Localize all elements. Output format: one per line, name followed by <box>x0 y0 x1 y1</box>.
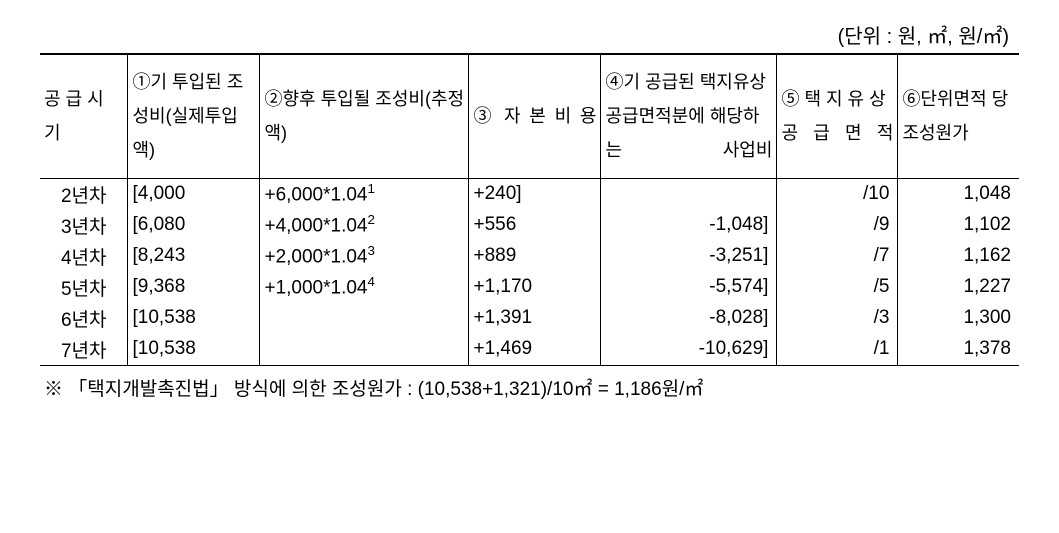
cell-area: /7 <box>777 241 898 272</box>
header-capital-cost: ③ 자 본 비 용 <box>469 54 601 178</box>
header-unit-cost: ⑥단위면적 당 조성원가 <box>898 54 1019 178</box>
cell-area: /3 <box>777 303 898 334</box>
cell-unit-cost: 1,048 <box>898 178 1019 210</box>
cell-unit-cost: 1,227 <box>898 272 1019 303</box>
table-row: 3년차[6,080+4,000*1.042+556-1,048]/91,102 <box>40 210 1019 241</box>
cell-future: +6,000*1.041 <box>260 178 469 210</box>
cell-area: /1 <box>777 334 898 366</box>
cell-capital: +240] <box>469 178 601 210</box>
cell-future: +2,000*1.043 <box>260 241 469 272</box>
cell-future <box>260 334 469 366</box>
table-row: 2년차[4,000+6,000*1.041+240] /101,048 <box>40 178 1019 210</box>
cell-supplied: -10,629] <box>601 334 777 366</box>
cell-year: 6년차 <box>40 303 128 334</box>
cell-supplied: -5,574] <box>601 272 777 303</box>
cell-capital: +889 <box>469 241 601 272</box>
cell-invested: [6,080 <box>128 210 260 241</box>
cell-capital: +556 <box>469 210 601 241</box>
header-supplied-cost: ④기 공급된 택지유상공급면적분에 해당하는 사업비 <box>601 54 777 178</box>
cell-invested: [8,243 <box>128 241 260 272</box>
cell-area: /10 <box>777 178 898 210</box>
cell-unit-cost: 1,162 <box>898 241 1019 272</box>
header-supply-period: 공 급 시 기 <box>40 54 128 178</box>
unit-label: (단위 : 원, ㎡, 원/㎡) <box>40 20 1019 49</box>
cell-supplied <box>601 178 777 210</box>
table-row: 7년차[10,538 +1,469-10,629]/11,378 <box>40 334 1019 366</box>
table-body: 2년차[4,000+6,000*1.041+240]/101,0483년차[6,… <box>40 178 1019 365</box>
cell-area: /5 <box>777 272 898 303</box>
cell-unit-cost: 1,102 <box>898 210 1019 241</box>
header-invested-cost: ①기 투입된 조성비(실제투입액) <box>128 54 260 178</box>
cost-table: 공 급 시 기 ①기 투입된 조성비(실제투입액) ②향후 투입될 조성비(추정… <box>40 53 1019 366</box>
cell-year: 4년차 <box>40 241 128 272</box>
cell-unit-cost: 1,300 <box>898 303 1019 334</box>
cell-supplied: -1,048] <box>601 210 777 241</box>
cell-year: 7년차 <box>40 334 128 366</box>
cell-invested: [9,368 <box>128 272 260 303</box>
cell-future <box>260 303 469 334</box>
cell-year: 2년차 <box>40 178 128 210</box>
cell-unit-cost: 1,378 <box>898 334 1019 366</box>
table-row: 5년차[9,368+1,000*1.044+1,170-5,574]/51,22… <box>40 272 1019 303</box>
cell-future: +4,000*1.042 <box>260 210 469 241</box>
cell-year: 5년차 <box>40 272 128 303</box>
table-row: 6년차[10,538 +1,391-8,028]/31,300 <box>40 303 1019 334</box>
cell-area: /9 <box>777 210 898 241</box>
table-row: 4년차[8,243+2,000*1.043+889-3,251]/71,162 <box>40 241 1019 272</box>
table-header-row: 공 급 시 기 ①기 투입된 조성비(실제투입액) ②향후 투입될 조성비(추정… <box>40 54 1019 178</box>
header-future-cost: ②향후 투입될 조성비(추정액) <box>260 54 469 178</box>
cell-year: 3년차 <box>40 210 128 241</box>
cell-capital: +1,391 <box>469 303 601 334</box>
cell-future: +1,000*1.044 <box>260 272 469 303</box>
header-supply-area: ⑤ 택 지 유 상 공 급 면 적 <box>777 54 898 178</box>
cell-invested: [10,538 <box>128 334 260 366</box>
cell-invested: [10,538 <box>128 303 260 334</box>
cell-supplied: -3,251] <box>601 241 777 272</box>
cell-capital: +1,170 <box>469 272 601 303</box>
cell-supplied: -8,028] <box>601 303 777 334</box>
cell-capital: +1,469 <box>469 334 601 366</box>
cell-invested: [4,000 <box>128 178 260 210</box>
footnote: ※ 「택지개발촉진법」 방식에 의한 조성원가 : (10,538+1,321)… <box>40 374 1019 401</box>
